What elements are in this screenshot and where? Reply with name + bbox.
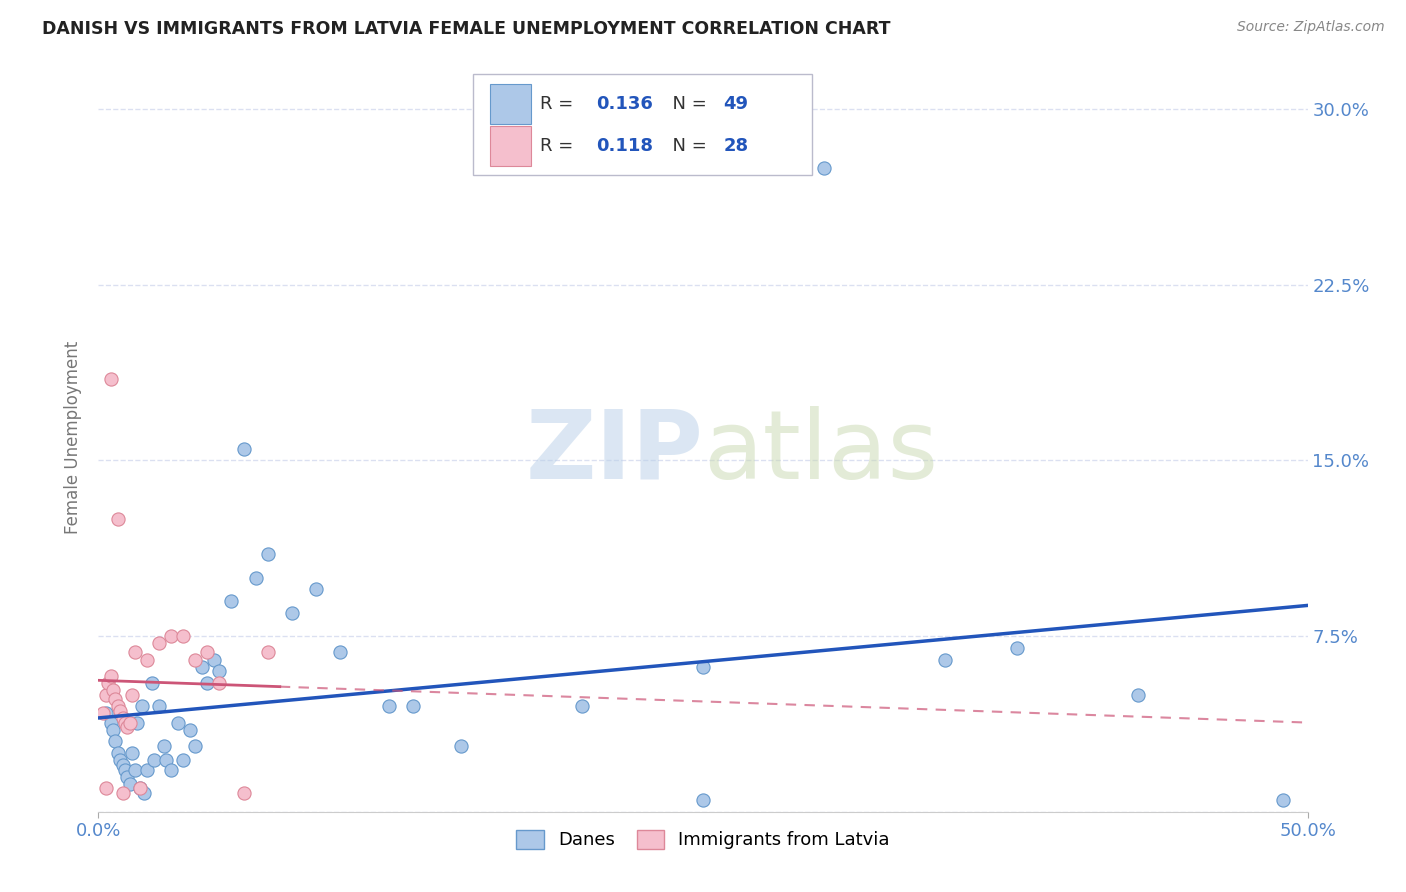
Point [114, 715, 136, 730]
Point [111, 758, 134, 772]
Point [1007, 640, 1029, 655]
Point [172, 753, 194, 767]
FancyBboxPatch shape [491, 126, 531, 166]
Point [108, 753, 131, 767]
Text: 28: 28 [724, 136, 748, 155]
Point [117, 770, 139, 784]
Point [256, 646, 278, 660]
Point [1272, 793, 1295, 807]
Point [127, 715, 149, 730]
Point [128, 781, 150, 796]
Point [108, 704, 131, 718]
Point [813, 161, 835, 175]
Text: R =: R = [540, 136, 579, 155]
Point [571, 699, 593, 714]
Point [101, 683, 124, 698]
Point [121, 688, 143, 702]
Point [131, 699, 153, 714]
Text: N =: N = [661, 95, 713, 112]
Point [107, 699, 129, 714]
Point [450, 739, 472, 753]
Point [128, 781, 150, 796]
Text: atlas: atlas [703, 406, 938, 499]
Point [245, 571, 267, 585]
Text: 0.118: 0.118 [596, 136, 654, 155]
Point [94, 688, 117, 702]
Point [167, 715, 190, 730]
Point [94, 706, 117, 721]
Point [256, 547, 278, 561]
FancyBboxPatch shape [491, 84, 531, 124]
Point [111, 711, 134, 725]
Point [124, 763, 146, 777]
Point [195, 646, 218, 660]
Point [135, 763, 157, 777]
Point [107, 512, 129, 526]
Point [121, 746, 143, 760]
Point [141, 676, 163, 690]
Point [281, 606, 304, 620]
Point [134, 786, 156, 800]
Text: R =: R = [540, 95, 579, 112]
Legend: Danes, Immigrants from Latvia: Danes, Immigrants from Latvia [509, 822, 897, 856]
Point [155, 753, 177, 767]
Point [94, 781, 117, 796]
Point [117, 721, 139, 735]
Point [107, 746, 129, 760]
Point [91, 706, 114, 721]
Point [124, 646, 146, 660]
Point [148, 636, 170, 650]
Point [152, 739, 174, 753]
Point [135, 652, 157, 666]
Point [111, 786, 134, 800]
Point [208, 664, 231, 679]
FancyBboxPatch shape [474, 74, 811, 175]
Point [100, 669, 122, 683]
Text: 0.136: 0.136 [596, 95, 654, 112]
Text: Source: ZipAtlas.com: Source: ZipAtlas.com [1237, 20, 1385, 34]
Point [118, 776, 141, 791]
Point [184, 739, 207, 753]
Point [934, 652, 956, 666]
Text: DANISH VS IMMIGRANTS FROM LATVIA FEMALE UNEMPLOYMENT CORRELATION CHART: DANISH VS IMMIGRANTS FROM LATVIA FEMALE … [42, 20, 890, 37]
Point [402, 699, 425, 714]
Point [160, 629, 183, 643]
Point [100, 715, 122, 730]
Point [172, 629, 194, 643]
Point [114, 763, 136, 777]
Y-axis label: Female Unemployment: Female Unemployment [65, 341, 83, 533]
Point [692, 793, 714, 807]
Point [377, 699, 399, 714]
Point [104, 692, 127, 706]
Point [101, 723, 124, 737]
Point [179, 723, 201, 737]
Point [1128, 688, 1150, 702]
Point [97, 676, 120, 690]
Point [692, 659, 714, 673]
Point [232, 442, 254, 456]
Point [100, 371, 122, 385]
Point [143, 753, 166, 767]
Point [221, 594, 243, 608]
Point [208, 676, 231, 690]
Point [204, 652, 226, 666]
Point [195, 676, 218, 690]
Text: 49: 49 [724, 95, 748, 112]
Point [104, 734, 127, 748]
Point [118, 715, 141, 730]
Point [191, 659, 214, 673]
Point [160, 763, 183, 777]
Text: ZIP: ZIP [524, 406, 703, 499]
Point [305, 582, 328, 597]
Point [232, 786, 254, 800]
Point [148, 699, 170, 714]
Point [329, 646, 352, 660]
Point [184, 652, 207, 666]
Text: N =: N = [661, 136, 713, 155]
